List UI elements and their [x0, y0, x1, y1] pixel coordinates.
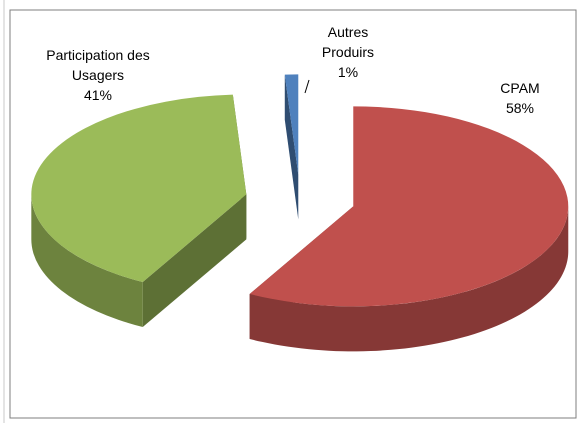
pie-slice — [284, 74, 299, 220]
category-label: Autres Produirs — [321, 24, 375, 60]
slice-side — [249, 206, 569, 352]
category-label: Participation des Usagers — [46, 47, 150, 83]
slice-wall — [284, 74, 299, 220]
value-label: 58% — [505, 100, 535, 116]
slice-label: Participation des Usagers 41% — [38, 45, 158, 105]
slice-label: Autres Produirs 1% — [313, 22, 383, 82]
slice-top — [284, 74, 299, 175]
slice-side — [31, 194, 143, 328]
leader-line — [304, 79, 310, 94]
pie-slice — [31, 94, 247, 328]
slice-top — [31, 94, 247, 283]
slice-wall — [142, 194, 247, 328]
value-label: 1% — [337, 64, 359, 80]
value-label: 41% — [83, 87, 113, 103]
pie-slice — [249, 106, 569, 352]
category-label: CPAM — [500, 80, 540, 96]
slice-label: CPAM 58% — [480, 78, 560, 118]
slice-top — [249, 106, 569, 307]
